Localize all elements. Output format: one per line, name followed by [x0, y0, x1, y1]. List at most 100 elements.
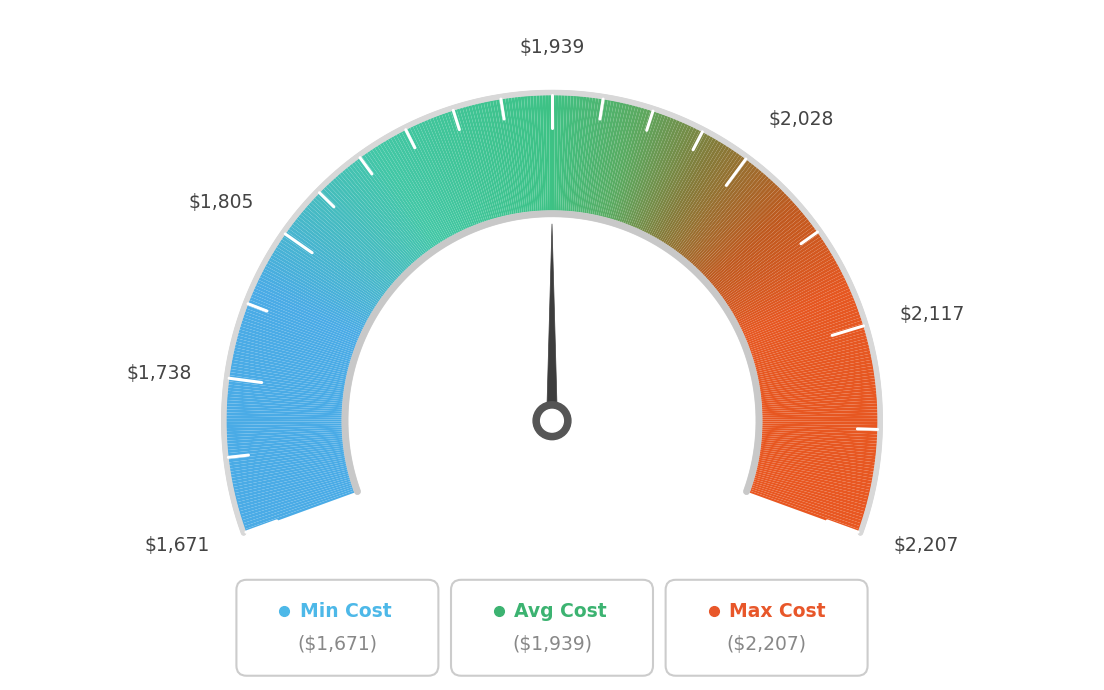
Wedge shape: [327, 180, 411, 270]
Wedge shape: [384, 137, 448, 243]
Wedge shape: [602, 102, 633, 220]
Wedge shape: [747, 314, 863, 355]
Wedge shape: [298, 210, 393, 289]
Wedge shape: [226, 447, 347, 466]
Wedge shape: [224, 409, 346, 415]
Wedge shape: [758, 397, 880, 408]
Wedge shape: [331, 176, 414, 268]
Wedge shape: [229, 457, 349, 482]
Wedge shape: [235, 332, 353, 366]
Wedge shape: [368, 147, 437, 249]
Wedge shape: [474, 101, 505, 219]
Wedge shape: [375, 142, 443, 246]
Wedge shape: [227, 453, 348, 475]
Wedge shape: [229, 359, 349, 384]
Wedge shape: [243, 308, 358, 351]
Wedge shape: [530, 93, 540, 214]
Wedge shape: [675, 156, 749, 255]
Wedge shape: [456, 106, 493, 223]
Wedge shape: [758, 413, 880, 417]
Wedge shape: [254, 282, 364, 335]
Wedge shape: [435, 113, 480, 227]
Wedge shape: [560, 92, 567, 214]
Wedge shape: [757, 442, 879, 457]
Wedge shape: [747, 488, 862, 530]
Wedge shape: [758, 440, 879, 453]
Wedge shape: [231, 353, 350, 380]
Text: Avg Cost: Avg Cost: [514, 602, 607, 621]
Wedge shape: [673, 155, 746, 254]
Wedge shape: [373, 144, 440, 247]
Wedge shape: [749, 317, 864, 357]
Wedge shape: [758, 426, 880, 431]
Wedge shape: [623, 112, 666, 226]
Wedge shape: [408, 124, 464, 235]
Wedge shape: [746, 490, 861, 533]
Wedge shape: [423, 117, 473, 230]
Wedge shape: [257, 273, 368, 329]
Wedge shape: [700, 191, 789, 277]
Text: ($1,939): ($1,939): [512, 635, 592, 653]
Wedge shape: [224, 435, 346, 447]
Wedge shape: [360, 152, 433, 253]
Wedge shape: [626, 114, 672, 228]
Wedge shape: [230, 356, 349, 382]
Wedge shape: [726, 243, 829, 310]
Wedge shape: [552, 92, 555, 214]
Wedge shape: [616, 109, 657, 225]
Wedge shape: [752, 475, 869, 509]
Wedge shape: [714, 217, 811, 294]
Wedge shape: [225, 387, 346, 402]
Wedge shape: [670, 150, 741, 252]
Wedge shape: [686, 170, 766, 264]
Wedge shape: [226, 378, 347, 395]
Wedge shape: [624, 113, 669, 227]
Wedge shape: [754, 465, 872, 494]
Wedge shape: [747, 486, 863, 527]
Wedge shape: [238, 482, 354, 521]
Wedge shape: [723, 235, 825, 305]
Wedge shape: [684, 168, 764, 262]
Wedge shape: [235, 475, 352, 509]
Wedge shape: [471, 102, 502, 220]
Wedge shape: [592, 99, 618, 218]
Wedge shape: [244, 305, 359, 349]
Wedge shape: [232, 347, 350, 376]
Text: Min Cost: Min Cost: [299, 602, 391, 621]
Wedge shape: [652, 134, 714, 241]
Wedge shape: [758, 437, 879, 450]
Wedge shape: [755, 457, 875, 482]
Wedge shape: [756, 455, 875, 478]
Wedge shape: [265, 259, 372, 321]
Wedge shape: [392, 132, 453, 240]
Wedge shape: [740, 282, 850, 335]
Wedge shape: [317, 189, 405, 276]
Wedge shape: [609, 105, 645, 222]
Wedge shape: [527, 93, 538, 215]
Wedge shape: [751, 478, 868, 515]
Wedge shape: [255, 279, 365, 333]
Wedge shape: [242, 488, 357, 530]
Wedge shape: [729, 251, 835, 315]
Wedge shape: [365, 149, 436, 250]
Wedge shape: [247, 296, 361, 344]
Wedge shape: [348, 162, 425, 259]
Wedge shape: [753, 341, 871, 372]
Wedge shape: [752, 335, 870, 368]
Wedge shape: [643, 126, 698, 235]
Wedge shape: [237, 323, 354, 361]
Wedge shape: [225, 443, 347, 460]
Wedge shape: [287, 225, 386, 299]
Wedge shape: [234, 337, 352, 371]
Wedge shape: [572, 94, 586, 215]
Wedge shape: [741, 287, 853, 338]
Wedge shape: [514, 95, 530, 215]
Wedge shape: [311, 196, 401, 280]
Wedge shape: [453, 107, 491, 224]
Wedge shape: [745, 302, 859, 348]
Wedge shape: [312, 194, 403, 279]
Wedge shape: [756, 368, 877, 390]
Wedge shape: [757, 443, 879, 460]
Wedge shape: [715, 220, 814, 295]
Wedge shape: [403, 127, 460, 236]
